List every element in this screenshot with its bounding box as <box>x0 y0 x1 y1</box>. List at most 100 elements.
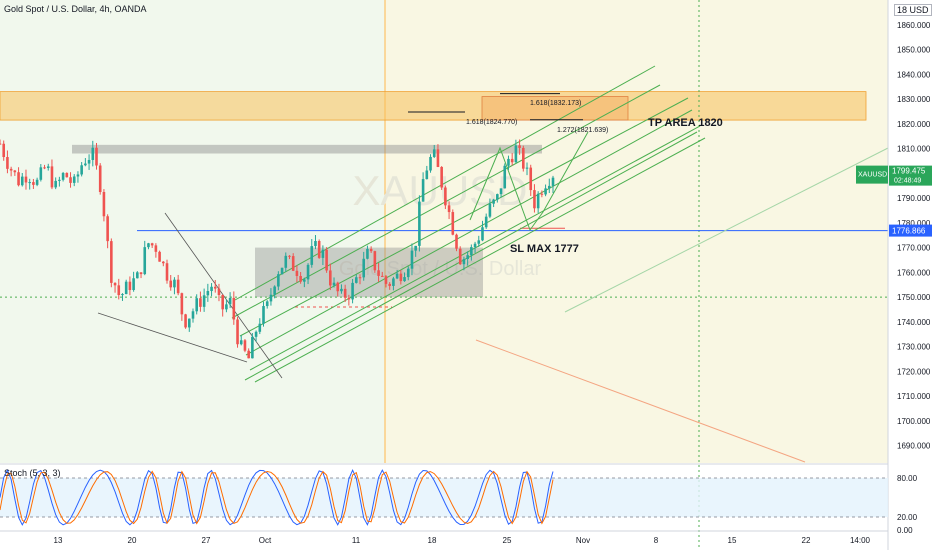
candle-body <box>347 297 351 300</box>
candle-body <box>484 216 488 228</box>
candle-body <box>340 288 343 292</box>
candle-body <box>332 282 336 286</box>
candle-body <box>325 249 328 271</box>
y-tick-label: 1740.000 <box>897 318 931 327</box>
y-tick-label: 1710.000 <box>897 392 931 401</box>
candle-body <box>102 191 106 217</box>
tp-area-zone <box>0 91 867 121</box>
candle-body <box>43 167 46 169</box>
candle-body <box>488 203 492 217</box>
candle-body <box>291 256 295 271</box>
candle-body <box>507 158 510 166</box>
y-tick-label: 1690.000 <box>897 442 931 451</box>
candle-body <box>61 172 65 180</box>
x-tick-label: Nov <box>576 536 590 545</box>
candle-body <box>380 275 384 277</box>
y-tick-label: 1810.000 <box>897 145 931 154</box>
candle-body <box>321 249 325 258</box>
x-tick-label: 22 <box>802 536 811 545</box>
candle-body <box>128 281 132 291</box>
candle-body <box>243 340 247 351</box>
candle-body <box>533 190 536 209</box>
candle-body <box>76 174 80 177</box>
candle-body <box>421 179 425 202</box>
candle-body <box>499 188 503 195</box>
candle-body <box>202 295 206 307</box>
candle-body <box>436 149 440 167</box>
candle-body <box>458 248 462 265</box>
candle-body <box>343 288 347 298</box>
currency-prefix: 18 <box>897 5 908 15</box>
candle-body <box>418 201 421 246</box>
candle-body <box>277 274 280 287</box>
candle-body <box>496 194 499 200</box>
candle-body <box>6 157 9 169</box>
candle-body <box>87 159 91 164</box>
grey-zone-mid <box>255 247 483 298</box>
y-tick-label: 1730.000 <box>897 343 931 352</box>
watermark-name: Gold Spot / U.S. Dollar <box>339 258 542 280</box>
orange-diagonal <box>475 339 806 463</box>
candle-body <box>295 270 299 276</box>
candle-body <box>180 293 184 315</box>
y-tick-label: 1780.000 <box>897 219 931 228</box>
candle-body <box>284 255 288 268</box>
candle-body <box>314 240 317 247</box>
x-tick-label: 13 <box>54 536 63 545</box>
stoch-tick-0: 0.00 <box>897 526 913 535</box>
candle-body <box>247 350 250 359</box>
candle-body <box>481 227 484 241</box>
y-tick-label: 1760.000 <box>897 268 931 277</box>
x-tick-label: 20 <box>128 536 137 545</box>
candle-body <box>169 280 173 288</box>
green-zone <box>0 0 385 463</box>
chart-title: Gold Spot / U.S. Dollar, 4h, OANDA <box>4 4 147 14</box>
fib-label-3: 1.272(1821.639) <box>557 127 608 134</box>
candle-body <box>91 147 95 160</box>
candle-body <box>410 250 414 269</box>
y-tick-label: 1720.000 <box>897 367 931 376</box>
candle-body <box>540 193 544 195</box>
currency-button[interactable]: 18 USD <box>894 4 932 16</box>
candle-body <box>154 245 158 252</box>
candle-body <box>470 247 473 256</box>
x-tick-label: 27 <box>202 536 211 545</box>
candle-body <box>58 179 61 181</box>
candle-body <box>254 331 258 337</box>
candle-body <box>9 168 13 171</box>
candle-body <box>440 166 443 188</box>
candle-body <box>447 205 451 213</box>
candle-body <box>262 306 265 324</box>
countdown-tag: 02:48:49 <box>894 178 921 185</box>
candle-body <box>165 263 169 281</box>
candle-body <box>444 187 447 206</box>
candle-body <box>299 275 302 282</box>
candle-body <box>522 147 525 169</box>
candle-body <box>317 240 321 258</box>
candle-body <box>95 147 98 166</box>
y-tick-label: 1790.000 <box>897 194 931 203</box>
candle-body <box>536 193 540 209</box>
candle-body <box>228 297 232 305</box>
y-tick-label: 1830.000 <box>897 95 931 104</box>
candle-body <box>110 241 113 283</box>
candle-body <box>84 163 87 166</box>
candle-body <box>106 216 109 242</box>
candle-body <box>425 170 429 180</box>
watermark-symbol: XAUUSD <box>352 167 527 214</box>
wedge-lower <box>97 312 248 363</box>
candle-body <box>206 291 210 296</box>
candle-body <box>514 145 518 163</box>
yellow-zone <box>385 0 888 463</box>
candle-body <box>258 323 262 332</box>
y-tick-label: 1700.000 <box>897 417 931 426</box>
candle-body <box>124 281 128 295</box>
stoch-k-line <box>0 468 554 526</box>
candle-body <box>265 301 269 307</box>
candle-body <box>455 234 458 249</box>
candle-body <box>529 167 533 191</box>
candle-body <box>403 277 406 282</box>
candle-body <box>492 199 495 204</box>
channel-line <box>245 109 693 356</box>
